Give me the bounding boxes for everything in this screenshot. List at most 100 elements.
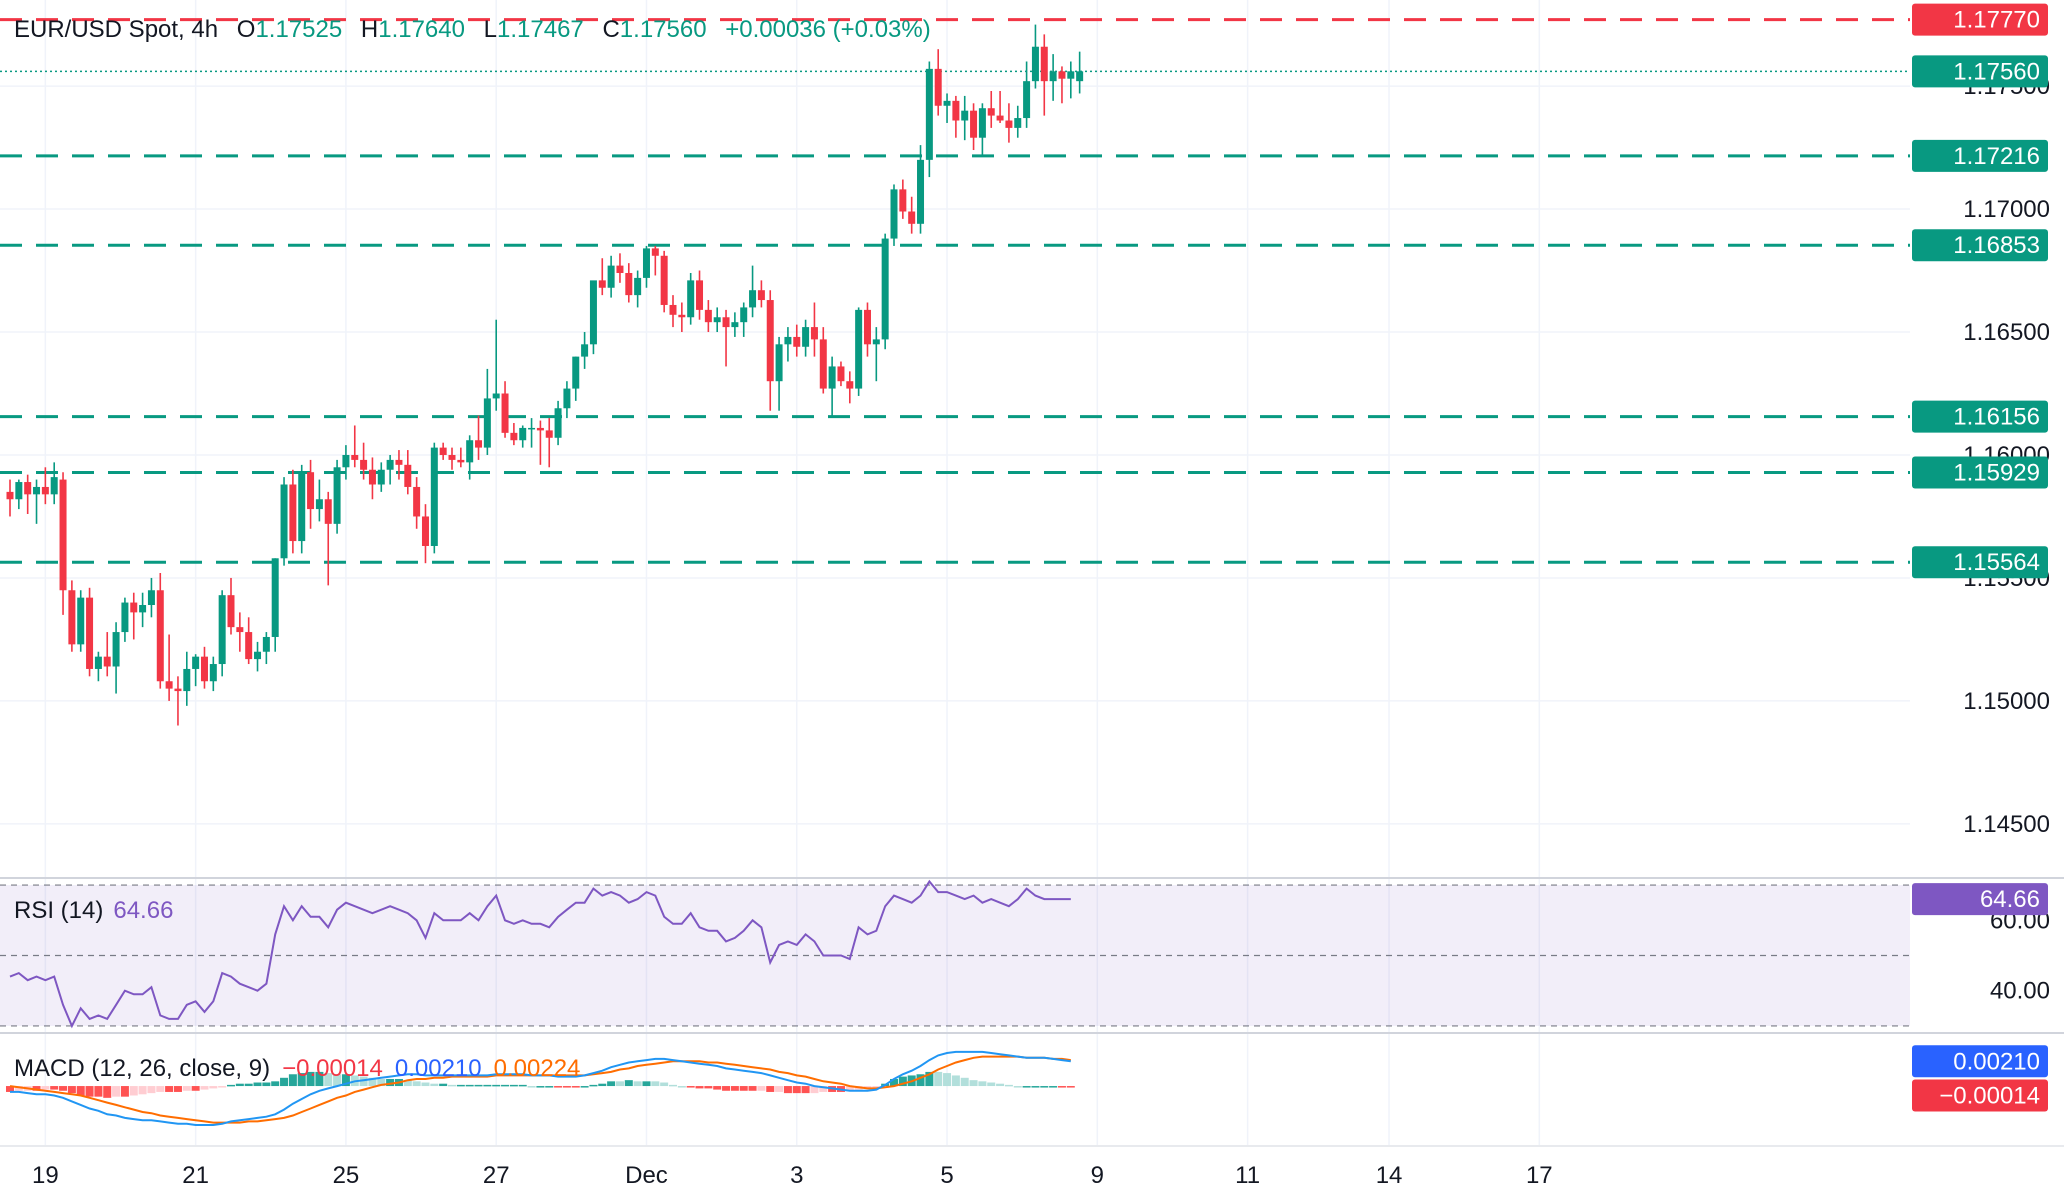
macd-histogram-bar bbox=[191, 1086, 200, 1091]
macd-histogram-bar bbox=[368, 1077, 377, 1087]
rsi-badge: 64.66 bbox=[1980, 886, 2040, 913]
candle-body bbox=[448, 454, 456, 460]
candle-body bbox=[863, 309, 871, 345]
candle-body bbox=[413, 486, 421, 517]
macd-histogram-bar bbox=[32, 1086, 41, 1091]
macd-badge: 0.00210 bbox=[1953, 1048, 2040, 1075]
macd-histogram-bar bbox=[562, 1086, 571, 1088]
macd-histogram-bar bbox=[748, 1086, 757, 1091]
candle-body bbox=[227, 595, 235, 628]
macd-histogram-bar bbox=[943, 1073, 952, 1087]
macd-histogram-bar bbox=[987, 1082, 996, 1087]
candle-body bbox=[404, 464, 412, 487]
macd-histogram-bar bbox=[474, 1084, 483, 1087]
candle-body bbox=[581, 344, 589, 357]
candle-body bbox=[245, 632, 253, 660]
macd-histogram-bar bbox=[1022, 1086, 1031, 1088]
candle-body bbox=[386, 459, 394, 470]
x-tick-label: 11 bbox=[1235, 1162, 1260, 1189]
price-tick-label: 1.17000 bbox=[1963, 196, 2050, 223]
candle-body bbox=[713, 317, 721, 323]
candle-body bbox=[784, 336, 792, 345]
candle-body bbox=[669, 304, 677, 315]
macd-histogram-bar bbox=[492, 1084, 501, 1087]
macd-histogram-bar bbox=[465, 1084, 474, 1087]
candle-body bbox=[421, 516, 429, 546]
macd-histogram-bar bbox=[182, 1086, 191, 1091]
candle-body bbox=[1031, 46, 1039, 82]
candle-body bbox=[59, 479, 67, 591]
candle-body bbox=[536, 427, 544, 431]
macd-histogram-bar bbox=[59, 1086, 68, 1091]
candle-body bbox=[466, 440, 474, 463]
rsi-tick-label: 40.00 bbox=[1990, 978, 2050, 1005]
candle-body bbox=[33, 486, 41, 495]
macd-histogram-bar bbox=[916, 1074, 925, 1087]
macd-histogram-bar bbox=[677, 1086, 686, 1088]
macd-histogram-bar bbox=[244, 1083, 253, 1087]
candle-body bbox=[307, 472, 315, 510]
candle-body bbox=[280, 484, 288, 559]
macd-histogram-bar bbox=[518, 1084, 527, 1087]
macd-signal-value: 0.00224 bbox=[493, 1055, 581, 1082]
macd-histogram-bar bbox=[129, 1086, 138, 1096]
candle-body bbox=[563, 388, 571, 409]
candle-body bbox=[147, 590, 155, 606]
candle-body bbox=[660, 255, 668, 305]
macd-histogram-bar bbox=[810, 1086, 819, 1094]
close-label: C bbox=[602, 16, 620, 43]
candle-body bbox=[731, 322, 739, 328]
open-value: 1.17525 bbox=[255, 16, 343, 43]
candle-body bbox=[103, 656, 111, 667]
candle-body bbox=[262, 636, 270, 652]
candle-body bbox=[342, 454, 350, 468]
close-value: 1.17560 bbox=[619, 16, 707, 43]
macd-histogram-bar bbox=[165, 1086, 174, 1092]
macd-histogram-bar bbox=[456, 1084, 465, 1087]
resistance-level-badge: 1.17770 bbox=[1953, 7, 2040, 34]
macd-histogram-bar bbox=[1013, 1086, 1022, 1088]
macd-histogram-bar bbox=[120, 1086, 129, 1097]
low-value: 1.17467 bbox=[497, 16, 584, 43]
macd-histogram-bar bbox=[757, 1086, 766, 1091]
candle-body bbox=[554, 408, 562, 438]
macd-line-value: 0.00210 bbox=[394, 1055, 482, 1082]
macd-histogram-bar bbox=[227, 1084, 235, 1087]
macd-histogram-bar bbox=[173, 1086, 182, 1092]
candle-body bbox=[377, 469, 385, 485]
support-level-badge-bg bbox=[1912, 546, 2048, 579]
macd-histogram-bar bbox=[730, 1086, 739, 1091]
candle-body bbox=[978, 108, 986, 138]
candle-body bbox=[298, 472, 306, 542]
candle-body bbox=[766, 300, 774, 382]
candle-body bbox=[917, 159, 925, 224]
candle-body bbox=[174, 688, 182, 692]
macd-histogram-bar bbox=[960, 1077, 969, 1087]
x-tick-label: 17 bbox=[1526, 1162, 1553, 1189]
candle-body bbox=[943, 100, 951, 106]
macd-histogram-bar bbox=[934, 1071, 943, 1087]
macd-histogram-bar bbox=[297, 1073, 306, 1087]
candle-body bbox=[165, 681, 173, 689]
macd-histogram-bar bbox=[571, 1086, 580, 1088]
support-level-badge-bg bbox=[1912, 139, 2048, 172]
candle-body bbox=[828, 366, 836, 389]
candle-body bbox=[1040, 46, 1048, 82]
macd-histogram-bar bbox=[739, 1086, 748, 1091]
candle-body bbox=[704, 309, 712, 323]
candle-body bbox=[528, 427, 536, 430]
macd-histogram-bar bbox=[288, 1074, 297, 1087]
candle-body bbox=[987, 108, 995, 116]
rsi-legend: RSI (14) 64.66 bbox=[14, 897, 173, 925]
macd-histogram-bar bbox=[253, 1082, 262, 1087]
candle-body bbox=[855, 309, 863, 389]
macd-histogram-bar bbox=[536, 1086, 545, 1088]
macd-hist-value: −0.00014 bbox=[282, 1055, 383, 1082]
price-tick-label: 1.16500 bbox=[1963, 319, 2050, 346]
candle-body bbox=[899, 189, 907, 212]
macd-histogram-bar bbox=[695, 1086, 704, 1089]
macd-histogram-bar bbox=[341, 1074, 350, 1087]
macd-histogram-bar bbox=[527, 1086, 536, 1088]
